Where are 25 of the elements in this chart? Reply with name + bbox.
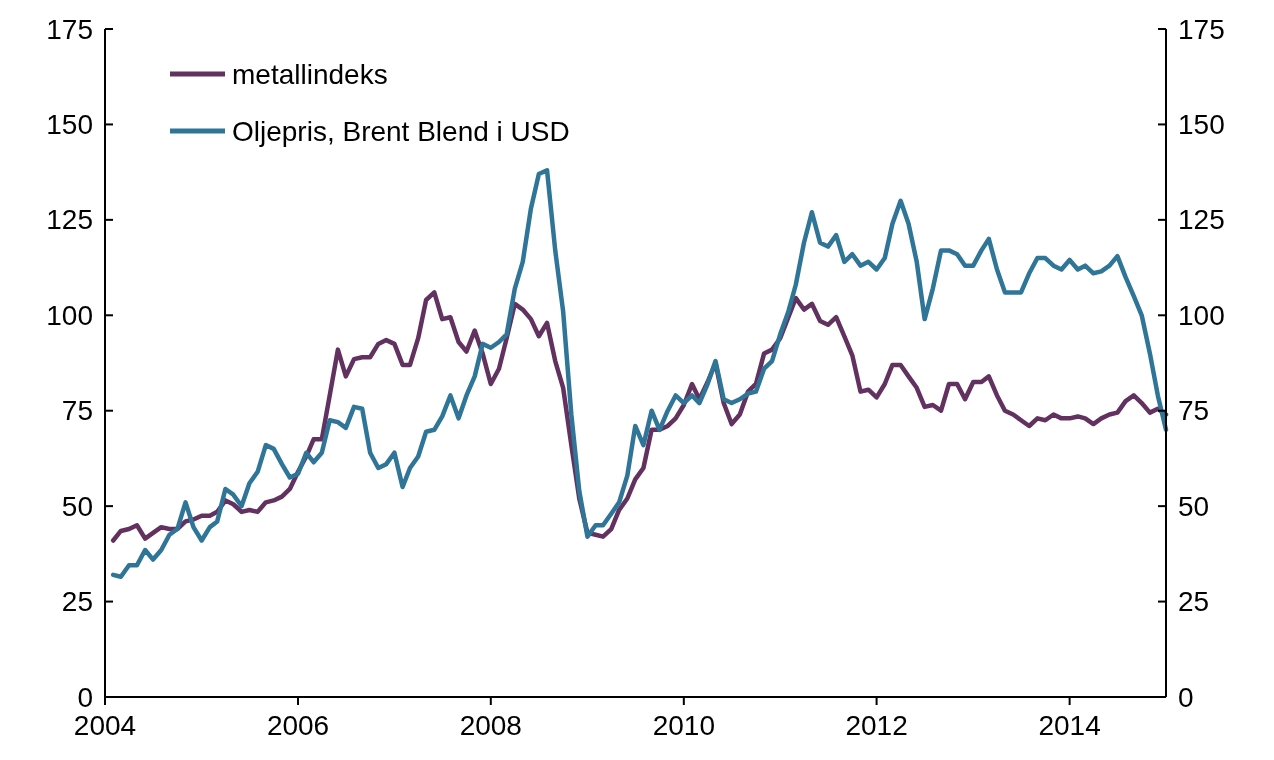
y2-tick-label: 50 [1178,490,1210,522]
y-tick-label: 25 [61,586,93,618]
x-tick-label: 2004 [73,710,137,741]
x-tick-label: 2010 [652,710,715,741]
x-tick-label: 2008 [459,710,522,741]
x-tick-label: 2014 [1038,710,1101,741]
y-tick-label: 0 [77,681,93,713]
y2-tick-label: 100 [1178,299,1225,331]
y-tick-label: 175 [46,13,93,45]
line-series [110,167,1169,580]
legend-label: metallindeks [232,58,388,90]
legend-label: Oljepris, Brent Blend i USD [232,115,570,147]
y-tick-label: 100 [46,299,93,331]
y2-tick-label: 150 [1178,108,1225,140]
y2-tick-label: 175 [1178,13,1225,45]
y2-tick-label: 125 [1178,204,1225,236]
y-tick-label: 75 [61,395,93,427]
y2-tick-label: 75 [1178,395,1210,427]
y-tick-label: 50 [61,490,93,522]
y2-tick-label: 25 [1178,586,1210,618]
y-tick-label: 125 [46,204,93,236]
x-tick-label: 2006 [266,710,330,741]
y2-tick-label: 0 [1178,681,1194,713]
x-tick-label: 2012 [845,710,908,741]
y-tick-label: 150 [46,108,93,140]
